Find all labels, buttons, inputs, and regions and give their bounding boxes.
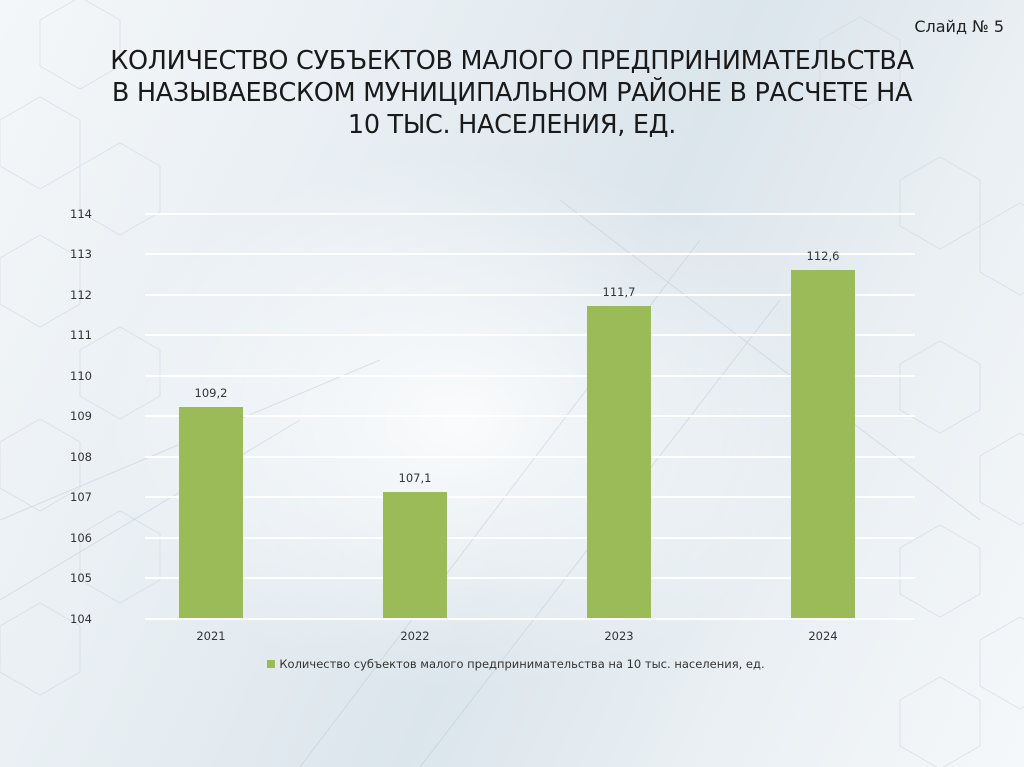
- y-tick-label: 114: [70, 207, 92, 221]
- gridline: [145, 253, 915, 255]
- y-tick-label: 113: [70, 247, 92, 261]
- legend-label: Количество субъектов малого предпринимат…: [279, 657, 765, 671]
- y-tick-label: 108: [70, 450, 92, 464]
- gridline: [145, 618, 915, 620]
- data-label-2024: 112,6: [806, 248, 840, 263]
- slide-title: КОЛИЧЕСТВО СУБЪЕКТОВ МАЛОГО ПРЕДПРИНИМАТ…: [110, 46, 914, 140]
- y-tick-label: 106: [70, 531, 92, 545]
- x-tick-label: 2022: [400, 629, 430, 643]
- gridline: [145, 537, 915, 539]
- y-tick-label: 112: [70, 288, 92, 302]
- bar-2022: [383, 492, 447, 618]
- gridline: [145, 213, 915, 215]
- y-tick-label: 107: [70, 490, 92, 504]
- gridline: [145, 334, 915, 336]
- data-label-2021: 109,2: [194, 386, 228, 401]
- x-tick-label: 2021: [196, 629, 226, 643]
- gridline: [145, 496, 915, 498]
- data-label-2023: 111,7: [602, 285, 636, 300]
- y-tick-label: 105: [70, 571, 92, 585]
- slide-number: Слайд № 5: [914, 17, 1004, 36]
- gridline: [145, 456, 915, 458]
- x-tick-label: 2024: [808, 629, 838, 643]
- bar-2024: [791, 269, 855, 618]
- y-tick-label: 111: [70, 328, 92, 342]
- bar-2021: [179, 407, 243, 618]
- gridline: [145, 577, 915, 579]
- chart-legend: Количество субъектов малого предпринимат…: [0, 657, 1024, 671]
- y-tick-label: 109: [70, 409, 92, 423]
- y-tick-label: 104: [70, 612, 92, 626]
- bar-2023: [587, 306, 651, 618]
- data-label-2022: 107,1: [398, 471, 432, 486]
- y-tick-label: 110: [70, 369, 92, 383]
- gridline: [145, 294, 915, 296]
- legend-swatch-icon: [267, 660, 276, 668]
- x-tick-label: 2023: [604, 629, 634, 643]
- gridline: [145, 375, 915, 377]
- gridline: [145, 415, 915, 417]
